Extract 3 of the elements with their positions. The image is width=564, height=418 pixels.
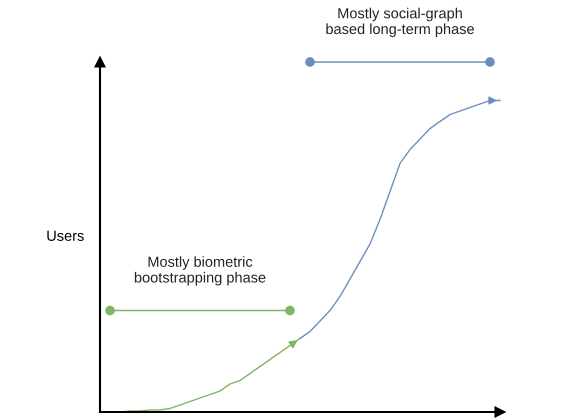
annotation: Mostly biometric bootstrapping phase bbox=[134, 256, 266, 286]
text: Mostly social-graph based long-term phase bbox=[326, 8, 474, 37]
y-axis-title: Users bbox=[47, 230, 84, 241]
